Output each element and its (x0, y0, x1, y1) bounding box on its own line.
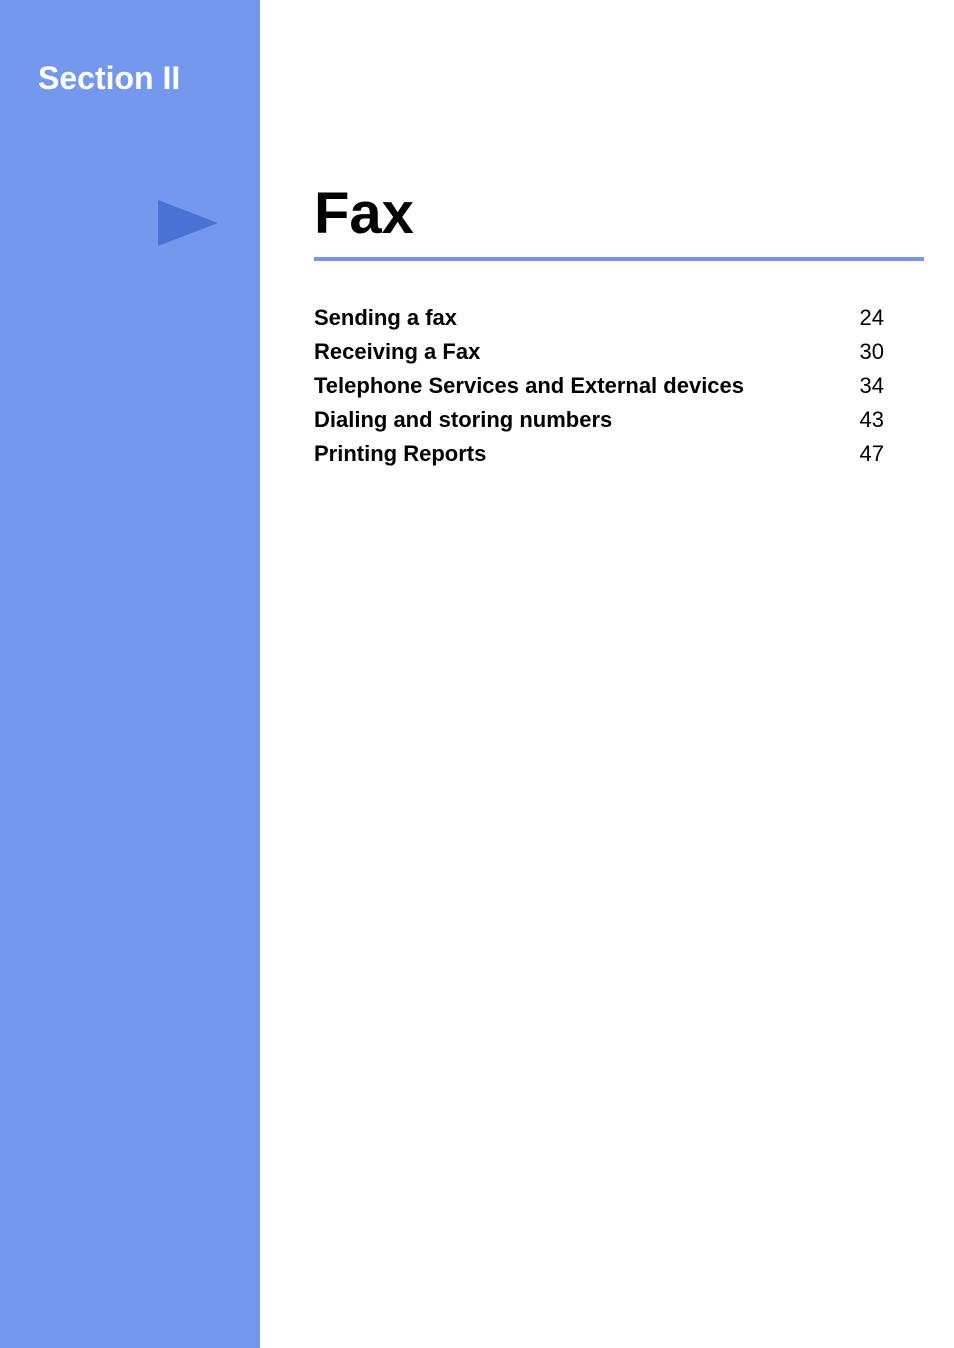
table-of-contents: Sending a fax 24 Receiving a Fax 30 Tele… (314, 305, 884, 467)
toc-label: Receiving a Fax (314, 339, 480, 365)
toc-label: Printing Reports (314, 441, 486, 467)
toc-row: Dialing and storing numbers 43 (314, 407, 884, 433)
toc-page: 47 (860, 441, 884, 467)
toc-row: Printing Reports 47 (314, 441, 884, 467)
play-triangle-icon (158, 200, 218, 251)
toc-label: Sending a fax (314, 305, 457, 331)
toc-page: 24 (860, 305, 884, 331)
section-label: Section II (38, 60, 180, 97)
toc-page: 30 (860, 339, 884, 365)
toc-row: Receiving a Fax 30 (314, 339, 884, 365)
toc-row: Sending a fax 24 (314, 305, 884, 331)
page-title: Fax (314, 180, 924, 247)
toc-label: Telephone Services and External devices (314, 373, 744, 399)
title-underline (314, 257, 924, 261)
content-area: Fax Sending a fax 24 Receiving a Fax 30 … (314, 180, 924, 475)
toc-label: Dialing and storing numbers (314, 407, 612, 433)
toc-page: 43 (860, 407, 884, 433)
toc-page: 34 (860, 373, 884, 399)
sidebar: Section II (0, 0, 260, 1348)
toc-row: Telephone Services and External devices … (314, 373, 884, 399)
